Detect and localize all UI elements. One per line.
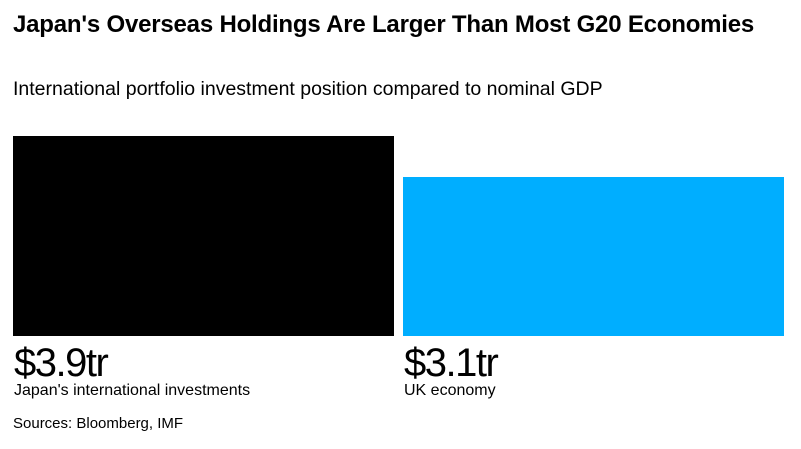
source-note: Sources: Bloomberg, IMF <box>13 415 184 432</box>
category-label-uk: UK economy <box>404 382 496 399</box>
value-label-uk: $3.1tr <box>404 341 499 385</box>
chart-title: Japan's Overseas Holdings Are Larger Tha… <box>13 11 755 38</box>
bar-uk <box>403 177 784 336</box>
bar-japan <box>13 136 394 336</box>
value-label-japan: $3.9tr <box>14 341 109 385</box>
chart-subtitle: International portfolio investment posit… <box>13 78 603 100</box>
category-label-japan: Japan's international investments <box>14 382 251 399</box>
plot-area <box>13 136 784 336</box>
